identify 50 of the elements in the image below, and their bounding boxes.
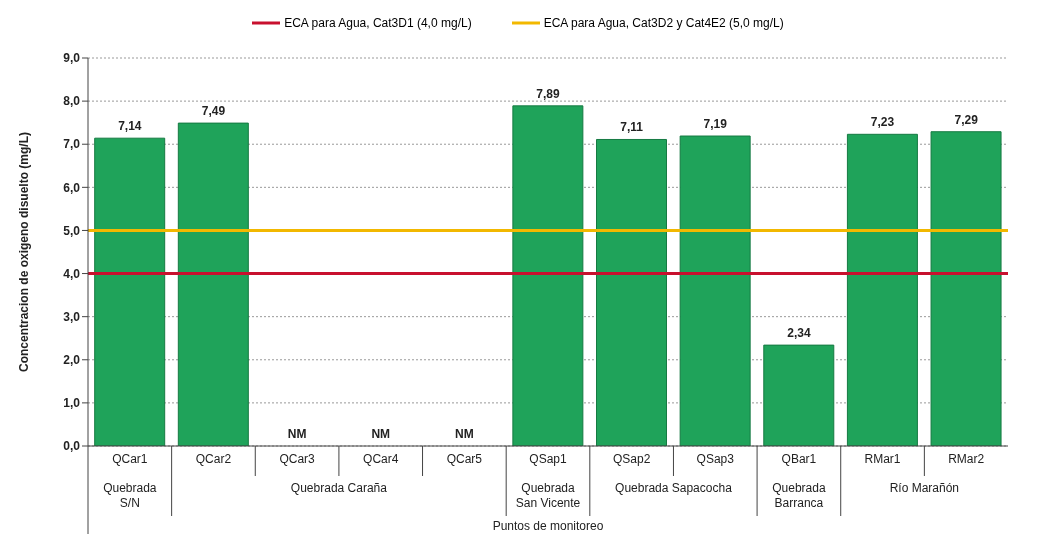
y-tick-label: 2,0: [63, 353, 81, 368]
legend-label: ECA para Agua, Cat3D2 y Cat4E2 (5,0 mg/L): [543, 16, 784, 30]
data-label: 7,23: [870, 115, 895, 130]
bar: [512, 105, 584, 446]
text: NM: [371, 427, 391, 441]
x-tick-label: QCar3: [279, 451, 316, 466]
y-tick-label: 9,0: [63, 51, 81, 66]
y-tick-label: 0,0: [63, 439, 81, 454]
x-tick-label: QCar1: [112, 451, 148, 466]
text: Río Marañón: [889, 481, 960, 495]
bar: [596, 138, 668, 446]
bar: [763, 344, 835, 446]
y-tick-label: 5,0: [63, 223, 81, 238]
x-tick-label: QSap3: [696, 451, 735, 466]
x-tick-label: QCar4: [363, 451, 399, 466]
x-tick-label: QCar2: [195, 451, 232, 466]
y-axis-title: Concentracion de oxigeno disuelto (mg/L): [17, 131, 31, 373]
x-tick-label: QSap1: [529, 451, 568, 466]
data-label: 7,11: [620, 120, 644, 135]
text: Quebrada S/N: [103, 481, 157, 510]
y-tick-label: 6,0: [63, 180, 81, 195]
bar: [846, 133, 918, 446]
text: Quebrada Barranca: [772, 481, 826, 510]
text: NM: [287, 427, 307, 441]
x-tick-label: QSap2: [612, 451, 651, 466]
data-label: 7,89: [536, 86, 560, 101]
y-tick-label: 1,0: [63, 396, 81, 411]
data-label: 7,14: [118, 119, 142, 134]
text: Quebrada San Vicente: [515, 481, 581, 510]
x-tick-label: QBar1: [781, 451, 817, 466]
x-tick-label: QCar5: [446, 451, 483, 466]
bar: [679, 135, 751, 446]
x-tick-label: RMar1: [864, 451, 901, 466]
data-label: 2,34: [787, 326, 811, 341]
legend-label: ECA para Agua, Cat3D1 (4,0 mg/L): [284, 16, 472, 30]
text: Quebrada Caraña: [290, 481, 388, 495]
y-tick-label: 8,0: [63, 94, 81, 109]
x-tick-label: RMar2: [948, 451, 985, 466]
data-label: 7,19: [703, 117, 728, 132]
bar: [94, 137, 166, 446]
data-label: 7,29: [954, 112, 979, 127]
data-label: 7,49: [201, 104, 226, 119]
text: NM: [455, 427, 474, 441]
y-tick-label: 3,0: [63, 309, 81, 324]
x-axis-title: Puntos de monitoreo: [492, 519, 604, 533]
text: Quebrada Sapacocha: [615, 481, 733, 495]
bar: [177, 122, 249, 446]
bar: [930, 131, 1002, 446]
y-tick-label: 4,0: [63, 266, 81, 281]
y-tick-label: 7,0: [63, 137, 81, 152]
